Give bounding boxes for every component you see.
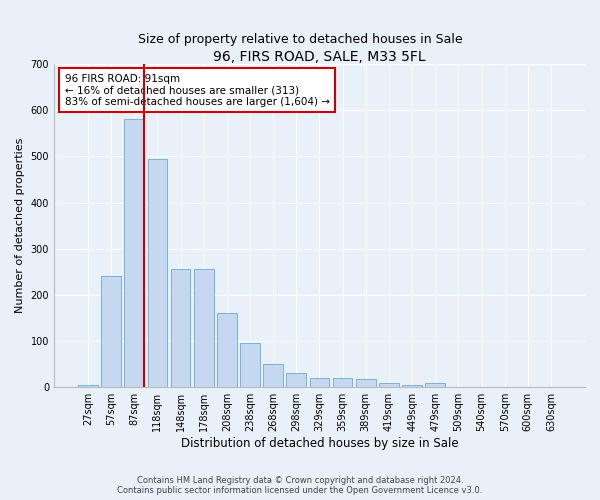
Text: 96 FIRS ROAD: 91sqm
← 16% of detached houses are smaller (313)
83% of semi-detac: 96 FIRS ROAD: 91sqm ← 16% of detached ho… xyxy=(65,74,329,107)
Bar xyxy=(240,344,260,387)
Text: Size of property relative to detached houses in Sale: Size of property relative to detached ho… xyxy=(137,32,463,46)
Bar xyxy=(310,378,329,387)
Bar xyxy=(425,382,445,387)
Bar xyxy=(148,158,167,387)
Bar xyxy=(194,270,214,387)
Text: Contains HM Land Registry data © Crown copyright and database right 2024.
Contai: Contains HM Land Registry data © Crown c… xyxy=(118,476,482,495)
Bar xyxy=(124,120,144,387)
Bar xyxy=(356,379,376,387)
Bar xyxy=(78,385,98,387)
Title: 96, FIRS ROAD, SALE, M33 5FL: 96, FIRS ROAD, SALE, M33 5FL xyxy=(213,50,426,64)
Bar xyxy=(286,374,306,387)
Bar xyxy=(217,314,236,387)
X-axis label: Distribution of detached houses by size in Sale: Distribution of detached houses by size … xyxy=(181,437,458,450)
Bar xyxy=(333,378,352,387)
Bar xyxy=(379,382,399,387)
Bar xyxy=(101,276,121,387)
Bar xyxy=(402,385,422,387)
Bar xyxy=(263,364,283,387)
Bar xyxy=(170,270,190,387)
Y-axis label: Number of detached properties: Number of detached properties xyxy=(15,138,25,314)
